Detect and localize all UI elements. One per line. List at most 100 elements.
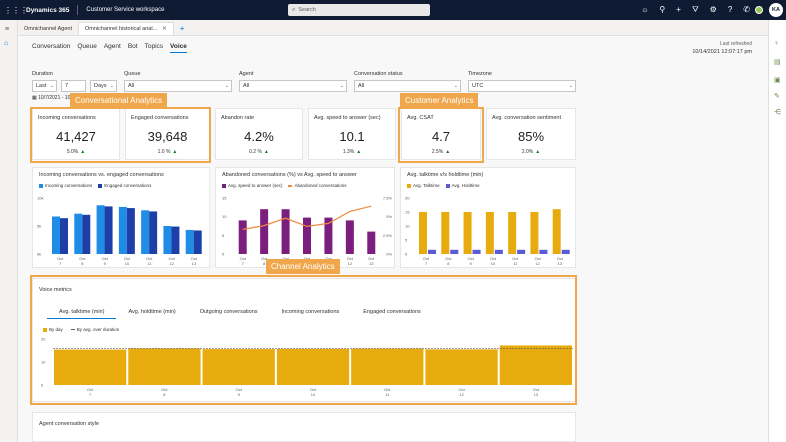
agent-style-card: Agent conversation style	[32, 412, 576, 442]
status-select[interactable]: All ⌄	[354, 80, 461, 92]
tab-avg-talktime[interactable]: Avg. talktime (min)	[47, 309, 117, 319]
presence-status-icon[interactable]	[755, 6, 763, 14]
legend-item: Avg. Holdtime	[445, 183, 480, 188]
app-launcher-icon[interactable]: ⋮⋮⋮	[4, 5, 28, 15]
bar	[539, 249, 548, 254]
date-range: ▦ 10/7/2021 - 10/13/2021	[32, 95, 90, 101]
legend-item: Avg. Talktime	[407, 183, 440, 188]
bar	[425, 349, 498, 385]
tab-incoming[interactable]: Incoming conversations	[281, 309, 340, 315]
agent-label: Agent	[239, 71, 254, 77]
agent-select[interactable]: All ⌄	[239, 80, 347, 92]
x-tick-label: 8	[163, 392, 166, 397]
nav-agent[interactable]: Agent	[103, 43, 121, 50]
x-tick-label: Oct	[191, 256, 198, 261]
x-tick-label: Oct	[124, 256, 131, 261]
y-tick-label: 10	[405, 224, 410, 229]
bar	[52, 216, 60, 254]
add-icon[interactable]: +	[676, 5, 681, 14]
x-tick-label: 10	[311, 392, 316, 397]
phone-icon[interactable]: ✆	[743, 5, 750, 14]
knowledge-icon[interactable]: ▣	[774, 77, 781, 84]
queue-label: Queue	[124, 71, 141, 77]
bar	[96, 205, 105, 254]
y-tick-label: 10k	[37, 196, 43, 201]
kpi-value: 10.1	[339, 129, 365, 144]
x-tick-label: Oct	[458, 387, 465, 392]
help-icon[interactable]: ?	[727, 5, 733, 14]
x-tick-label: Oct	[423, 256, 430, 261]
y-tick-label: 0k	[37, 252, 41, 257]
edit-icon[interactable]: ✎	[774, 93, 780, 100]
x-tick-label: Oct	[325, 256, 332, 261]
filter-icon[interactable]: ⛛	[691, 5, 699, 14]
y-tick-label: 5	[222, 233, 225, 238]
kpi-title: Avg. speed to answer (sec)	[314, 115, 381, 121]
y-tick-label: 10	[222, 214, 227, 219]
queue-select[interactable]: All ⌄	[124, 80, 232, 92]
settings-icon[interactable]: ⚙	[709, 5, 717, 14]
bar	[128, 348, 201, 385]
search-placeholder: Search	[298, 7, 316, 13]
add-tab-icon[interactable]: +	[179, 24, 185, 33]
legend-label: Engaged conversations	[104, 183, 152, 188]
chart-legend: By day By avg. over duration	[43, 327, 119, 332]
kpi-delta: 5.0% ▲	[33, 149, 119, 155]
trend-up-icon: ▲	[535, 149, 541, 155]
bar	[561, 249, 570, 254]
x-tick-label: Oct	[236, 387, 243, 392]
nav-bot[interactable]: Bot	[127, 43, 138, 50]
divider	[77, 5, 79, 15]
tab-engaged[interactable]: Engaged conversations	[363, 309, 421, 315]
chevron-down-icon: ⌄	[453, 83, 458, 89]
nav-topics[interactable]: Topics	[144, 43, 164, 50]
kpi-value: 41,427	[56, 129, 96, 144]
nav-conversation[interactable]: Conversation	[32, 43, 71, 50]
duration-number-input[interactable]: 7	[61, 80, 86, 92]
avatar[interactable]: KA	[769, 3, 783, 17]
tab-outgoing[interactable]: Outgoing conversations	[199, 309, 258, 315]
search-input[interactable]: ⌕ Search	[288, 4, 430, 16]
chart-card-incoming-engaged: Incoming conversations vs. engaged conve…	[32, 167, 210, 268]
nav-voice[interactable]: Voice	[170, 43, 187, 53]
hamburger-icon[interactable]: ≡	[5, 26, 10, 33]
legend-item: Avg. speed to answer (sec)	[222, 183, 282, 188]
x-tick-label: Oct	[557, 256, 564, 261]
bar	[163, 226, 172, 254]
app-name[interactable]: Dynamics 365	[26, 6, 70, 14]
x-tick-label: 9	[470, 261, 473, 266]
legend-label: Avg. Holdtime	[451, 183, 480, 188]
toolbar-icons: ☼ ⚲ + ⛛ ⚙ ? ✆	[641, 4, 750, 16]
x-tick-label: Oct	[102, 256, 109, 261]
form-icon[interactable]: ▤	[774, 59, 781, 66]
lightbulb-icon[interactable]: ☼	[641, 5, 649, 14]
kpi-title: Abandon rate	[221, 115, 255, 121]
pin-icon[interactable]: ⚲	[659, 5, 666, 14]
duration-unit-select[interactable]: Days ⌄	[90, 80, 117, 92]
lightbulb-icon[interactable]: ♀	[774, 40, 780, 47]
legend-swatch	[445, 183, 450, 188]
legend-item: Incoming conversations	[39, 183, 92, 188]
nav-queue[interactable]: Queue	[77, 43, 97, 50]
close-icon[interactable]: ✕	[162, 26, 167, 32]
x-tick-label: Oct	[512, 256, 519, 261]
duration-type-select[interactable]: Last ⌄	[32, 80, 57, 92]
y-tick-label: 0%	[386, 252, 392, 257]
kpi-value: 39,648	[147, 129, 188, 144]
workspace-name[interactable]: Customer Service workspace	[86, 7, 165, 13]
home-icon[interactable]: ⌂	[4, 40, 9, 47]
share-icon[interactable]: ⋲	[774, 109, 781, 116]
bar	[485, 212, 494, 254]
bar	[193, 230, 202, 254]
tab-historical-analytics[interactable]: Omnichannel historical anal... ✕	[78, 22, 174, 35]
tab-omnichannel-agent[interactable]: Omnichannel Agent	[18, 22, 78, 35]
highlight-label: Conversational Analytics	[70, 93, 168, 108]
kpi-card: Abandon rate 4.2% 0.2 % ▲	[215, 108, 303, 160]
y-tick-label: 0	[405, 252, 408, 257]
timezone-select[interactable]: UTC ⌄	[468, 80, 576, 92]
y-tick-label: 5k	[37, 224, 41, 229]
kpi-value: 4.2%	[244, 129, 274, 144]
tab-avg-holdtime[interactable]: Avg. holdtime (min)	[128, 309, 176, 315]
x-tick-label: 10	[125, 261, 130, 266]
